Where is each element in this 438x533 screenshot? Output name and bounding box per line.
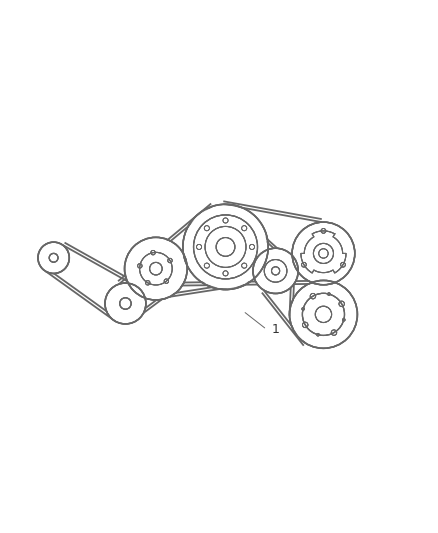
Circle shape xyxy=(254,249,297,293)
Circle shape xyxy=(290,281,357,348)
Circle shape xyxy=(126,238,186,299)
Circle shape xyxy=(293,223,354,284)
Circle shape xyxy=(184,206,267,288)
Text: 1: 1 xyxy=(271,323,279,336)
Circle shape xyxy=(39,243,69,273)
Circle shape xyxy=(106,284,145,324)
